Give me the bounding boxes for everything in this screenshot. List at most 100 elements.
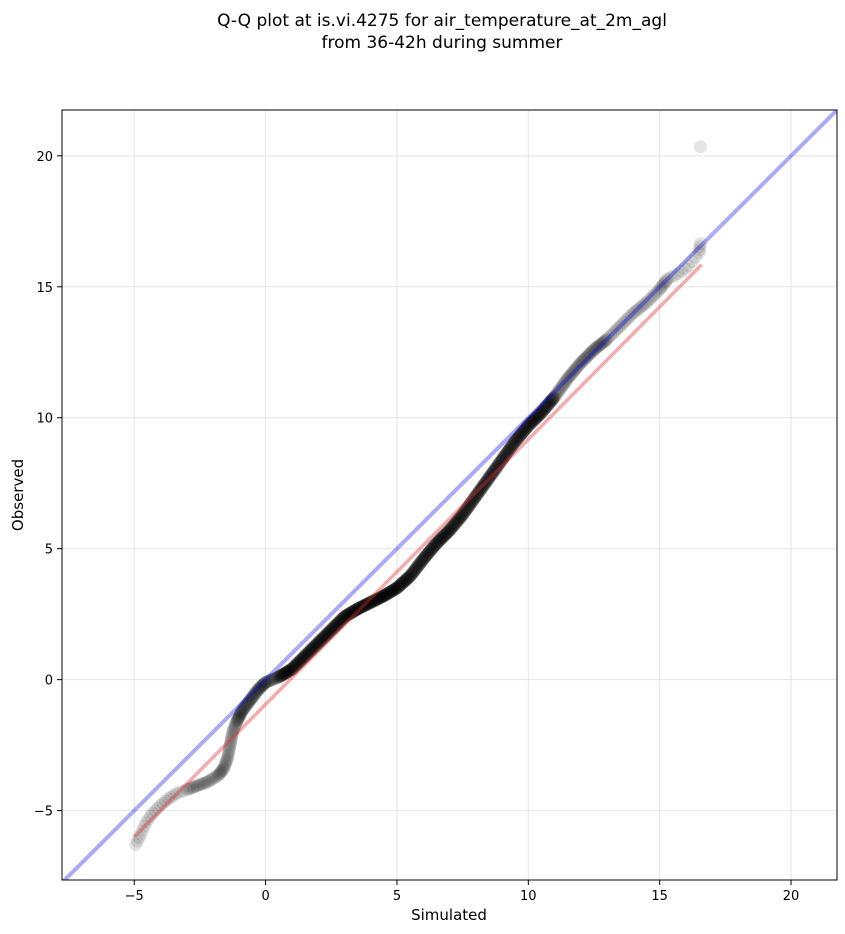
data-point [659,273,673,287]
data-point [295,653,308,666]
x-tick-label: 10 [520,889,537,904]
data-point [132,831,146,845]
data-point [333,614,347,628]
data-point [439,527,453,541]
data-point [443,523,456,537]
data-point [370,593,383,606]
data-point [208,770,222,784]
data-point [267,672,281,686]
data-point [537,402,551,416]
data-point [321,626,335,640]
data-point [489,461,503,475]
data-point [641,294,655,308]
data-point [480,473,494,487]
data-point [483,470,497,484]
data-point [554,381,568,395]
data-point [366,594,380,608]
data-point [186,780,200,794]
data-point [496,451,510,465]
data-point [228,721,241,734]
data-point [302,645,316,659]
data-point [553,382,567,396]
data-point [453,510,467,524]
data-point [361,597,375,610]
data-point [467,493,480,506]
data-point [487,464,501,478]
data-point [429,537,443,551]
data-point [302,646,315,660]
data-point [513,428,527,442]
data-point [204,773,218,787]
data-point [406,566,420,580]
data-point [529,411,543,425]
data-point [254,680,267,694]
data-point [358,599,371,612]
data-point [693,237,707,251]
data-point [539,400,553,414]
data-point [397,575,410,589]
data-point [323,624,337,638]
data-point [355,600,369,614]
data-point [286,661,300,675]
data-point [523,417,536,431]
y-tick-label: 5 [45,543,53,558]
data-point [151,801,165,815]
data-point [332,615,346,629]
data-point [630,303,644,317]
data-point [315,632,329,646]
data-point [216,763,230,777]
data-point [465,495,479,509]
data-point [366,594,380,608]
data-point [475,480,489,494]
data-point [651,284,665,298]
data-point [658,275,672,289]
data-point [547,391,561,405]
data-point [516,425,530,439]
data-point [303,644,317,658]
data-point [685,255,699,268]
data-point [372,591,386,605]
data-point [137,819,151,833]
data-point [365,595,378,609]
data-point [477,479,490,492]
data-point [275,668,289,682]
data-point [399,573,412,587]
data-point [234,707,247,721]
data-point [218,759,232,773]
data-point [427,539,441,553]
data-point [613,319,627,333]
data-point [387,583,401,597]
data-point [441,525,455,538]
data-point [454,510,468,524]
data-point [429,537,443,551]
data-point [261,675,274,688]
data-point [313,634,327,648]
data-point [558,375,572,389]
data-point [385,584,398,598]
data-point [430,536,444,550]
data-point [287,660,301,674]
data-point [444,521,458,535]
data-point [422,545,436,559]
data-point [460,501,474,515]
data-point [462,499,476,512]
data-point [546,392,560,406]
data-point [490,460,504,474]
data-point [481,473,495,487]
data-point [433,533,446,547]
data-point [423,544,437,558]
data-point [656,278,670,292]
data-point [276,667,290,681]
data-point [491,458,505,472]
data-point [456,507,470,521]
data-point [298,650,312,663]
data-point [351,602,365,616]
data-point [340,608,354,622]
data-point [235,704,249,718]
data-point [551,385,565,398]
data-point [238,700,252,714]
data-point [334,614,348,628]
data-point [289,658,303,672]
data-point [387,583,401,597]
data-point [327,620,341,634]
